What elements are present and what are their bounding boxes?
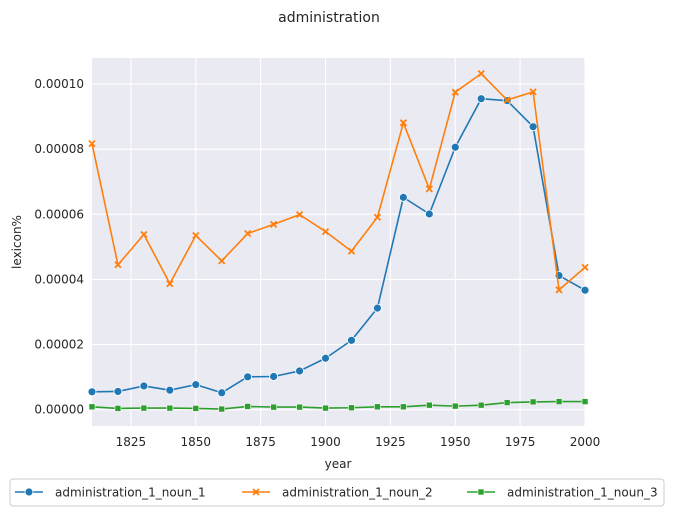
series-layer: [87, 69, 590, 413]
data-point: [113, 387, 123, 396]
x-tick-label: 1975: [505, 435, 536, 449]
data-point: [218, 257, 226, 265]
data-point: [217, 388, 227, 398]
x-tick-label: 1900: [310, 435, 341, 449]
data-point: [373, 303, 382, 313]
data-point: [348, 404, 355, 412]
y-axis-label: lexicon%: [10, 215, 24, 269]
data-point: [192, 405, 200, 412]
data-point: [295, 366, 304, 376]
data-point: [165, 385, 175, 395]
legend-entry: administration_1_noun_1: [15, 486, 206, 500]
data-point: [192, 231, 200, 240]
data-point: [347, 335, 356, 345]
data-point: [270, 403, 277, 411]
data-point: [88, 140, 96, 148]
x-tick-label: 2000: [570, 435, 601, 449]
x-tick-label: 1875: [245, 435, 276, 449]
y-tick-label: 0.00010: [34, 77, 84, 91]
data-point: [295, 211, 304, 219]
data-point: [321, 227, 330, 236]
data-point: [243, 372, 253, 382]
data-point: [400, 403, 407, 411]
series-line: [91, 72, 586, 291]
data-point: [244, 229, 252, 238]
data-point: [114, 405, 122, 412]
x-tick-label: 1950: [440, 435, 471, 449]
series-1: [87, 94, 590, 398]
y-axis-ticks: 0.00000 0.00002 0.00004 0.00006 0.00008 0.000…: [34, 77, 84, 417]
data-point: [555, 398, 563, 405]
data-point: [269, 220, 278, 229]
x-axis-ticks: 1825 1850 1875 1900 1925 1950 1975 2000: [116, 435, 601, 449]
legend-marker: [477, 488, 485, 496]
data-point: [451, 402, 459, 410]
data-point: [166, 280, 174, 288]
data-point: [244, 403, 251, 410]
data-point: [528, 122, 538, 132]
data-point: [114, 261, 122, 269]
data-point: [425, 185, 433, 193]
y-tick-label: 0.00002: [34, 338, 84, 352]
data-point: [373, 213, 382, 221]
data-point: [580, 285, 590, 295]
chart-title: administration: [278, 10, 380, 26]
data-point: [424, 209, 434, 219]
data-point: [426, 401, 433, 409]
data-point: [191, 380, 201, 390]
y-tick-label: 0.00006: [34, 207, 84, 221]
series-line: [91, 400, 585, 410]
legend-label: administration_1_noun_1: [55, 486, 206, 500]
data-point: [581, 263, 589, 272]
data-point: [87, 387, 97, 397]
data-point: [399, 119, 408, 127]
data-point: [451, 88, 459, 96]
data-point: [555, 286, 563, 294]
series-3: [88, 398, 589, 413]
data-point: [166, 404, 174, 412]
x-tick-label: 1825: [116, 435, 147, 449]
data-point: [296, 403, 303, 411]
data-point: [140, 404, 148, 412]
y-tick-label: 0.00000: [34, 403, 84, 417]
data-point: [450, 142, 460, 152]
data-point: [529, 88, 537, 96]
data-point: [347, 247, 356, 255]
legend-entry: administration_1_noun_2: [242, 486, 433, 500]
data-point: [503, 96, 511, 104]
data-point: [529, 398, 537, 406]
data-point: [581, 398, 589, 405]
y-tick-label: 0.00008: [34, 142, 84, 156]
data-point: [321, 353, 330, 363]
y-tick-label: 0.00004: [34, 272, 84, 286]
data-point: [269, 372, 279, 381]
data-point: [476, 94, 486, 104]
data-point: [503, 399, 511, 406]
legend-marker: [24, 487, 34, 497]
x-axis-label: year: [325, 457, 352, 471]
x-tick-label: 1925: [375, 435, 406, 449]
data-point: [398, 192, 408, 202]
legend-entry: administration_1_noun_3: [467, 486, 658, 500]
x-tick-label: 1850: [181, 435, 212, 449]
x-gridlines: [130, 58, 586, 426]
legend: administration_1_noun_1 administration_1_…: [9, 478, 665, 507]
data-point: [139, 381, 149, 391]
data-point: [374, 403, 381, 411]
data-point: [140, 230, 148, 239]
legend-frame: [9, 478, 665, 507]
y-gridlines: [92, 83, 585, 411]
series-2: [88, 69, 589, 294]
data-point: [88, 403, 96, 411]
data-point: [322, 404, 329, 412]
data-point: [477, 401, 485, 409]
legend-label: administration_1_noun_2: [282, 486, 433, 500]
data-point: [218, 405, 226, 413]
legend-marker: [252, 488, 260, 496]
data-point: [477, 69, 485, 78]
legend-label: administration_1_noun_3: [507, 486, 658, 500]
